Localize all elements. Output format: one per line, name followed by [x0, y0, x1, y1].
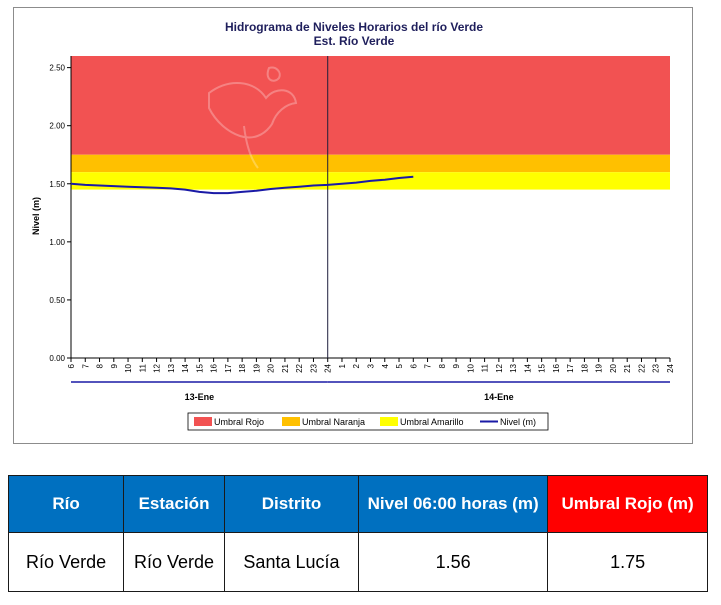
x-tick-label: 22: [637, 363, 646, 372]
y-tick-label: 0.00: [49, 354, 65, 363]
x-tick-label: 17: [224, 363, 233, 372]
legend-label-umbral-amarillo: Umbral Amarillo: [400, 417, 464, 427]
x-tick-label: 9: [452, 363, 461, 368]
x-tick-label: 12: [495, 363, 504, 372]
x-tick-label: 24: [324, 363, 333, 372]
x-tick-label: 13: [167, 363, 176, 372]
day-group-label: 14-Ene: [484, 392, 514, 402]
x-tick-label: 11: [138, 363, 147, 372]
x-tick-label: 14: [181, 363, 190, 372]
x-tick-label: 15: [195, 363, 204, 372]
cell-distrito: Santa Lucía: [223, 532, 360, 592]
x-tick-label: 16: [552, 363, 561, 372]
header-umbral-rojo: Umbral Rojo (m): [547, 475, 708, 533]
header-estacion: Estación: [123, 475, 225, 533]
x-tick-label: 10: [466, 363, 475, 372]
x-tick-label: 5: [395, 363, 404, 368]
x-tick-label: 8: [438, 363, 447, 368]
header-nivel: Nivel 06:00 horas (m): [358, 475, 549, 533]
x-tick-label: 7: [424, 363, 433, 368]
x-tick-label: 20: [609, 363, 618, 372]
series-line-nivel: [70, 175, 414, 195]
x-tick-label: 11: [481, 363, 490, 372]
x-tick-label: 8: [96, 363, 105, 368]
table-row: Río Verde Río Verde Santa Lucía 1.56 1.7…: [7, 532, 708, 592]
header-distrito: Distrito: [223, 475, 360, 533]
x-tick-label: 18: [238, 363, 247, 372]
x-tick-label: 23: [309, 363, 318, 372]
y-axis-title: Nivel (m): [31, 197, 41, 235]
y-tick-label: 2.00: [49, 122, 65, 131]
x-tick-label: 12: [153, 363, 162, 372]
x-tick-label: 4: [381, 363, 390, 368]
watermark-logo: [208, 66, 298, 169]
y-tick-label: 1.00: [49, 238, 65, 247]
cell-estacion: Río Verde: [123, 532, 225, 592]
legend-label-nivel-m: Nivel (m): [500, 417, 536, 427]
legend-label-umbral-rojo: Umbral Rojo: [214, 417, 264, 427]
x-tick-label: 24: [666, 363, 675, 372]
x-tick-label: 17: [566, 363, 575, 372]
x-tick-label: 19: [595, 363, 604, 372]
y-tick-label: 2.50: [49, 64, 65, 73]
band-umbral-rojo: [71, 56, 670, 155]
legend-swatch-umbral-rojo: [194, 417, 212, 426]
header-rio: Río: [7, 475, 125, 533]
band-umbral-naranja: [71, 154, 670, 173]
x-tick-label: 10: [124, 363, 133, 372]
x-tick-label: 21: [281, 363, 290, 372]
x-tick-label: 3: [367, 363, 376, 368]
cell-umbral-rojo: 1.75: [547, 532, 708, 592]
x-tick-label: 6: [409, 363, 418, 368]
day-group-label: 13-Ene: [185, 392, 215, 402]
x-tick-label: 14: [523, 363, 532, 372]
x-tick-label: 20: [267, 363, 276, 372]
chart-subtitle: Est. Río Verde: [314, 34, 395, 48]
legend-box: [187, 412, 549, 431]
y-tick-label: 1.50: [49, 180, 65, 189]
x-tick-label: 7: [81, 363, 90, 368]
legend: Umbral Rojo Umbral Naranja Umbral Amarillo…: [187, 412, 549, 431]
chart-frame: Hidrograma de Niveles Horarios del río V…: [13, 7, 693, 444]
hydrograph-chart: Hidrograma de Niveles Horarios del río V…: [31, 20, 675, 431]
legend-label-umbral-naranja: Umbral Naranja: [302, 417, 365, 427]
cell-rio: Río Verde: [7, 532, 125, 592]
table-header-row: Río Estación Distrito Nivel 06:00 horas …: [7, 475, 708, 533]
x-tick-label: 19: [252, 363, 261, 372]
x-tick-label: 23: [652, 363, 661, 372]
legend-swatch-umbral-naranja: [282, 417, 300, 426]
x-tick-label: 15: [538, 363, 547, 372]
x-tick-label: 9: [110, 363, 119, 368]
x-tick-label: 2: [352, 363, 361, 368]
cell-nivel: 1.56: [358, 532, 549, 592]
x-tick-label: 6: [67, 363, 76, 368]
chart-title: Hidrograma de Niveles Horarios del río V…: [225, 20, 483, 34]
summary-table: Río Estación Distrito Nivel 06:00 horas …: [7, 475, 708, 592]
x-tick-label: 18: [580, 363, 589, 372]
y-tick-label: 0.50: [49, 296, 65, 305]
x-tick-label: 16: [210, 363, 219, 372]
x-tick-label: 21: [623, 363, 632, 372]
x-tick-label: 1: [338, 363, 347, 368]
x-tick-label: 13: [509, 363, 518, 372]
x-tick-label: 22: [295, 363, 304, 372]
legend-swatch-umbral-amarillo: [380, 417, 398, 426]
